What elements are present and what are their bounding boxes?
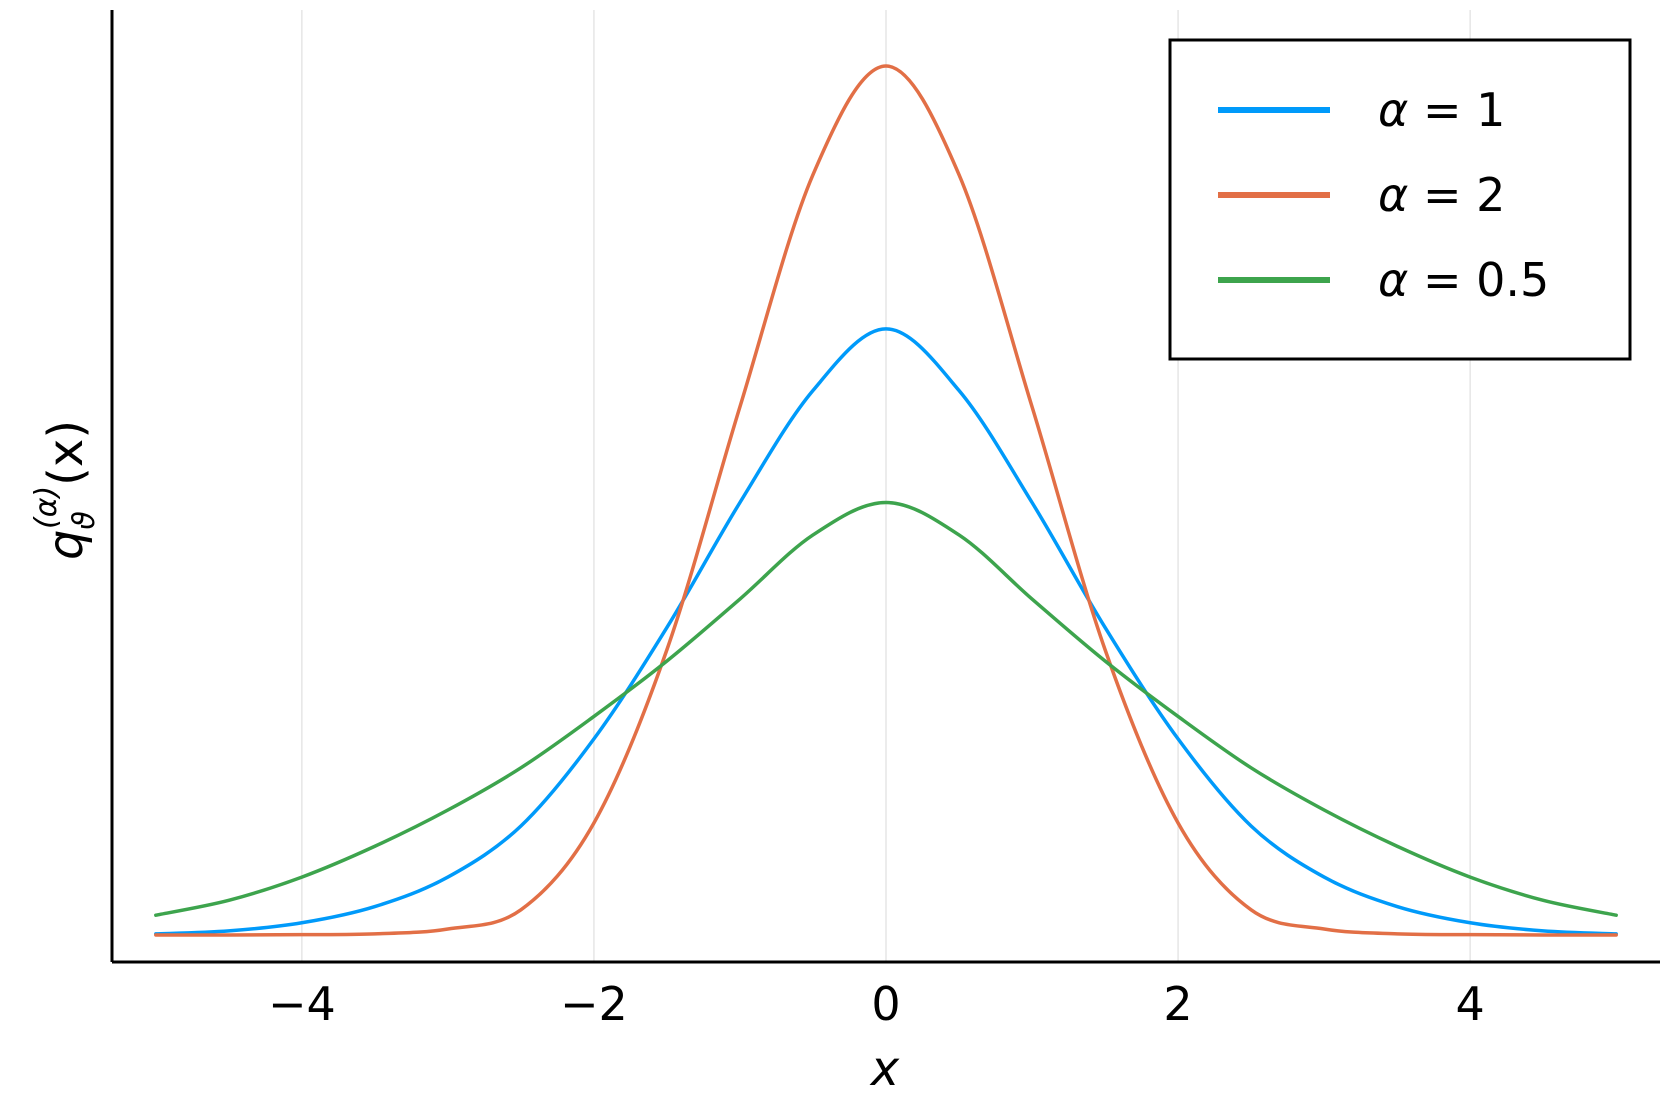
series-line-1 — [154, 64, 1618, 937]
y-axis-label-superscript: (α) — [29, 486, 64, 529]
x-axis-label: x — [869, 1041, 900, 1097]
plot-area — [154, 64, 1618, 937]
x-tick-label: −2 — [560, 977, 628, 1031]
y-axis-label-base: q — [38, 530, 94, 560]
axes — [110, 10, 1660, 964]
svg-text:qϑ(α)(x): qϑ(α)(x) — [29, 420, 102, 560]
y-axis-label-subscript: ϑ — [67, 511, 102, 530]
legend-label: α = 0.5 — [1378, 253, 1549, 307]
x-tick-label: 4 — [1456, 977, 1485, 1031]
y-axis-label: qϑ(α)(x) — [29, 420, 102, 560]
x-tick-label: 2 — [1163, 977, 1192, 1031]
series-line-0 — [154, 327, 1618, 936]
y-axis-label-argument: (x) — [38, 420, 94, 486]
legend: α = 1 α = 2 α = 0.5 — [1168, 38, 1632, 361]
legend-box — [1168, 38, 1632, 361]
legend-label: α = 1 — [1378, 83, 1505, 137]
legend-label: α = 2 — [1378, 168, 1505, 222]
series-line-2 — [154, 500, 1618, 917]
x-tick-label: −4 — [268, 977, 336, 1031]
x-tick-labels: −4 −2 0 2 4 — [268, 977, 1485, 1031]
x-tick-label: 0 — [871, 977, 900, 1031]
